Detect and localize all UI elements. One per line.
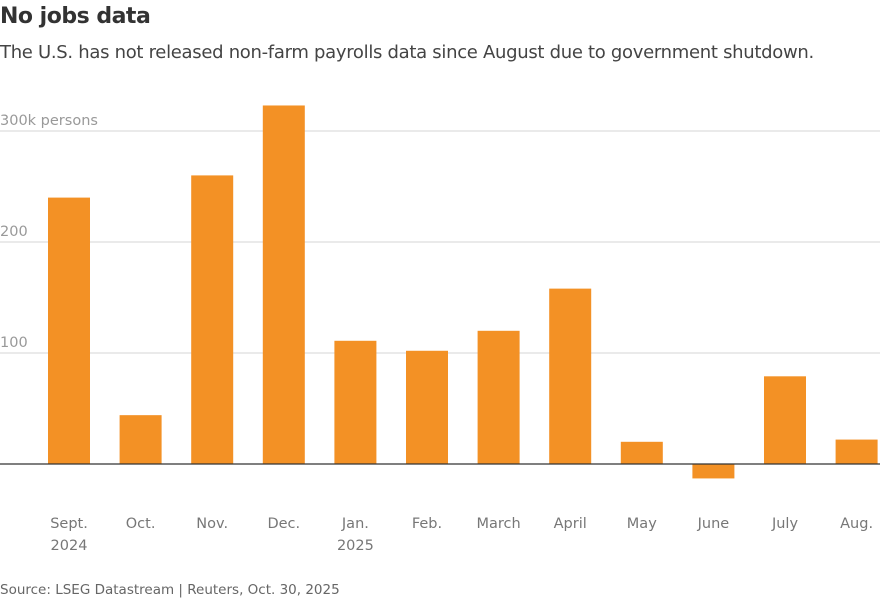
bar: [549, 288, 592, 464]
chart-title: No jobs data: [0, 4, 151, 29]
bar: [48, 197, 90, 464]
y-tick-label: 200: [0, 224, 28, 240]
x-tick-label: 2025: [337, 538, 374, 554]
source-note: Source: LSEG Datastream | Reuters, Oct. …: [0, 582, 340, 598]
y-tick-label: 300k persons: [0, 113, 98, 129]
bar: [835, 439, 878, 464]
x-tick-label: June: [697, 516, 730, 532]
x-tick-label: Feb.: [412, 516, 442, 532]
bar: [477, 330, 520, 464]
x-tick-label: Jan.: [341, 516, 369, 532]
x-tick-label: Oct.: [126, 516, 156, 532]
bar: [191, 175, 234, 464]
chart-subtitle: The U.S. has not released non-farm payro…: [0, 42, 814, 63]
x-tick-label: April: [554, 516, 587, 532]
x-tick-label: March: [476, 516, 520, 532]
bar: [262, 105, 305, 464]
bar: [119, 415, 162, 464]
x-tick-label: July: [771, 516, 798, 532]
bar: [620, 441, 663, 464]
bar: [334, 340, 377, 464]
bar: [764, 376, 806, 464]
x-tick-label: Sept.: [50, 516, 88, 532]
bar: [692, 464, 735, 479]
x-tick-label: May: [627, 516, 657, 532]
y-tick-label: 100: [0, 335, 28, 351]
bar: [406, 350, 448, 464]
x-tick-label: Dec.: [267, 516, 300, 532]
x-tick-label: 2024: [51, 538, 88, 554]
x-tick-label: Nov.: [196, 516, 228, 532]
x-tick-label: Aug.: [840, 516, 873, 532]
